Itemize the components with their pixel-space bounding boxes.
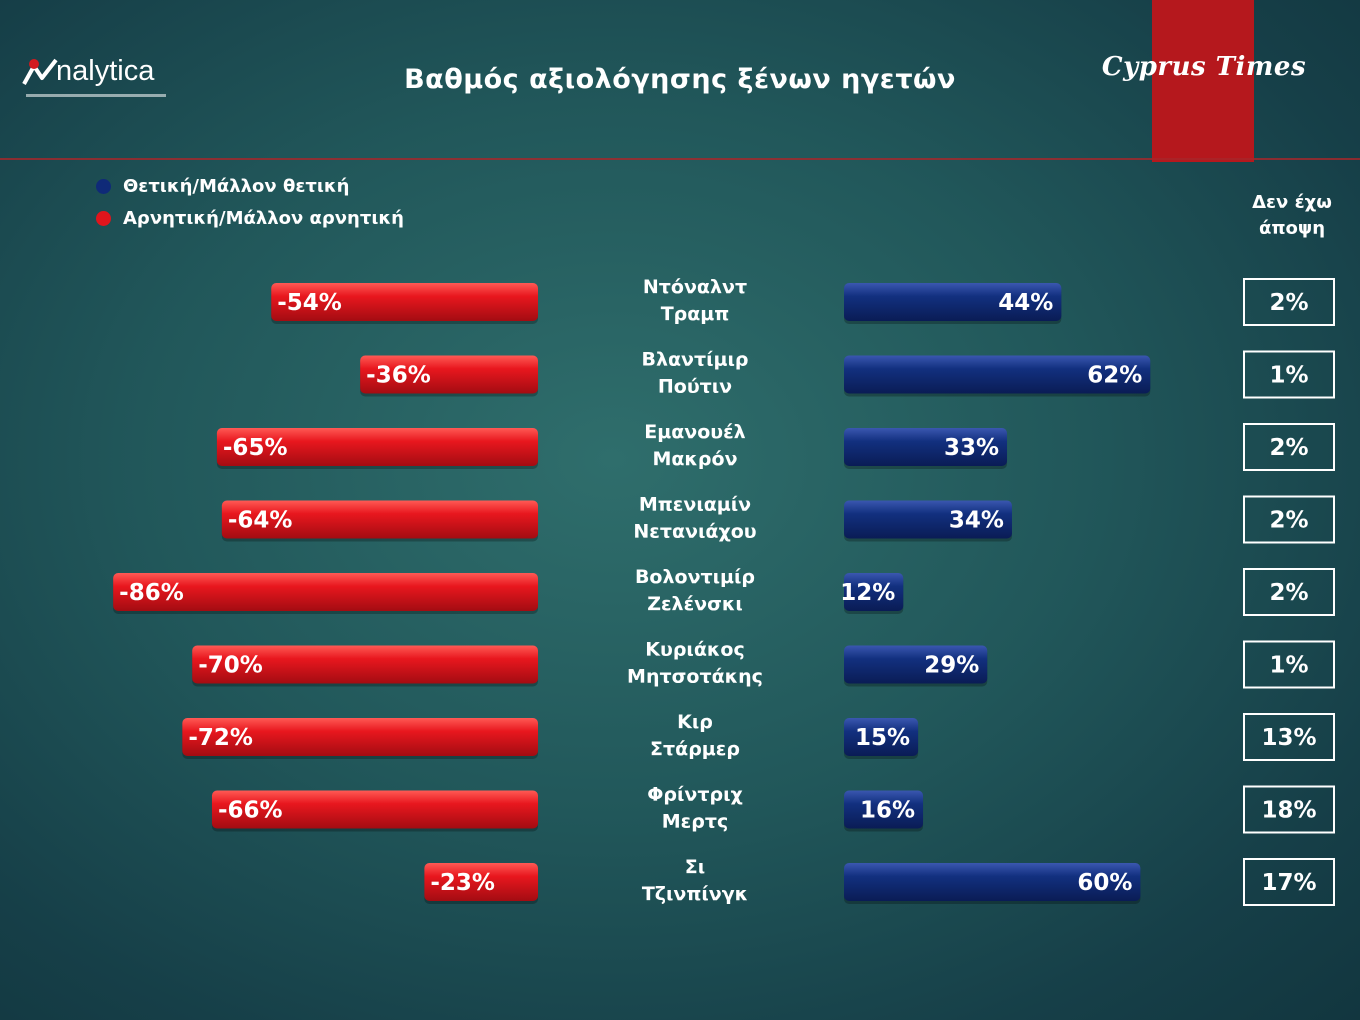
no-opinion-box <box>1243 713 1335 761</box>
leader-name-line: Εμανουέλ <box>644 421 745 443</box>
positive-bar <box>844 645 988 684</box>
no-opinion-box <box>1243 568 1335 616</box>
negative-bar <box>216 428 538 466</box>
legend-label-positive: Θετική/Μάλλον θετική <box>123 175 350 197</box>
legend-item-negative: Αρνητική/Μάλλον αρνητική <box>96 202 404 234</box>
positive-bar <box>844 718 919 756</box>
negative-bar-label: -64% <box>228 508 293 534</box>
no-opinion-label: 1% <box>1269 363 1308 389</box>
positive-bar <box>844 573 904 611</box>
leader-name-line: Νετανιάχου <box>633 521 756 543</box>
positive-bar-label: 12% <box>840 580 895 606</box>
positive-bar-label: 44% <box>998 290 1053 316</box>
leader-name-line: Κιρ <box>677 711 713 733</box>
positive-bar-label: 33% <box>944 435 999 461</box>
leader-name-line: Βολοντιμίρ <box>635 566 755 588</box>
negative-bar-label: -70% <box>198 653 263 679</box>
no-opinion-header: Δεν έχω άποψη <box>1230 190 1354 242</box>
logo-tagline <box>26 94 166 97</box>
no-opinion-label: 17% <box>1261 870 1316 896</box>
positive-bar-label: 62% <box>1087 363 1142 389</box>
no-opinion-label: 13% <box>1261 725 1316 751</box>
legend: Θετική/Μάλλον θετική Αρνητική/Μάλλον αρν… <box>96 170 404 234</box>
header-divider <box>0 158 1360 160</box>
negative-bar-label: -36% <box>366 363 431 389</box>
leader-name-line: Βλαντίμιρ <box>641 349 748 371</box>
positive-bar-label: 60% <box>1077 870 1132 896</box>
leader-name-line: Ντόναλντ <box>643 276 747 298</box>
positive-bar <box>844 355 1151 394</box>
negative-bar <box>211 790 538 829</box>
analytica-logo-icon <box>22 58 58 85</box>
negative-bar <box>360 355 538 394</box>
legend-item-positive: Θετική/Μάλλον θετική <box>96 170 404 202</box>
legend-swatch-positive <box>96 178 111 194</box>
negative-bar <box>221 500 538 539</box>
analytica-logo: nalytica <box>22 52 172 102</box>
no-opinion-label: 2% <box>1269 580 1308 606</box>
no-opinion-label: 2% <box>1269 508 1308 534</box>
positive-bar-label: 16% <box>860 798 915 824</box>
leader-name-line: Μερτς <box>662 811 728 833</box>
negative-bar <box>113 573 538 611</box>
negative-bar <box>182 718 538 756</box>
leader-name-line: Τραμπ <box>661 303 730 325</box>
legend-label-negative: Αρνητική/Μάλλον αρνητική <box>123 207 404 229</box>
legend-swatch-negative <box>96 210 111 226</box>
no-opinion-box <box>1243 858 1335 906</box>
leader-name-line: Μακρόν <box>652 448 737 470</box>
negative-bar <box>192 645 538 684</box>
no-opinion-box <box>1243 278 1335 326</box>
no-opinion-label: 2% <box>1269 290 1308 316</box>
page-title: Βαθμός αξιολόγησης ξένων ηγετών <box>404 64 956 95</box>
no-opinion-header-line-1: Δεν έχω <box>1252 192 1332 213</box>
positive-bar-label: 15% <box>855 725 910 751</box>
positive-bar <box>844 428 1008 466</box>
no-opinion-box <box>1243 350 1335 399</box>
negative-bar-label: -66% <box>218 798 283 824</box>
leader-name-line: Σι <box>685 856 705 878</box>
no-opinion-box <box>1243 423 1335 471</box>
negative-bar-label: -54% <box>277 290 342 316</box>
leader-name-line: Μητσοτάκης <box>627 666 763 688</box>
no-opinion-box <box>1243 495 1335 544</box>
positive-bar-label: 29% <box>924 653 979 679</box>
leader-name-line: Πούτιν <box>658 376 732 398</box>
leader-name-line: Στάρμερ <box>650 738 740 760</box>
positive-bar <box>844 790 924 829</box>
negative-bar-label: -86% <box>119 580 184 606</box>
positive-bar-label: 34% <box>949 508 1004 534</box>
no-opinion-box <box>1243 640 1335 689</box>
positive-bar <box>844 500 1012 539</box>
positive-bar <box>844 863 1141 901</box>
leader-name-line: Ζελένσκι <box>647 593 743 615</box>
no-opinion-label: 18% <box>1261 798 1316 824</box>
logo-text: nalytica <box>56 55 155 87</box>
negative-bar <box>424 863 538 901</box>
leader-name-line: Τζινπίνγκ <box>642 883 748 905</box>
leader-name-line: Μπενιαμίν <box>639 494 751 516</box>
brand-name: Cyprus Times <box>1101 52 1307 82</box>
no-opinion-header-line-2: άποψη <box>1258 218 1326 239</box>
negative-bar-label: -65% <box>223 435 288 461</box>
negative-bar-label: -23% <box>430 870 495 896</box>
no-opinion-label: 2% <box>1269 435 1308 461</box>
leader-name-line: Κυριάκος <box>645 639 744 661</box>
no-opinion-box <box>1243 785 1335 834</box>
brand-red-tab <box>1152 0 1254 162</box>
negative-bar-label: -72% <box>188 725 253 751</box>
negative-bar <box>271 283 538 321</box>
positive-bar <box>844 283 1062 321</box>
leader-name-line: Φρίντριχ <box>647 784 742 806</box>
no-opinion-label: 1% <box>1269 653 1308 679</box>
